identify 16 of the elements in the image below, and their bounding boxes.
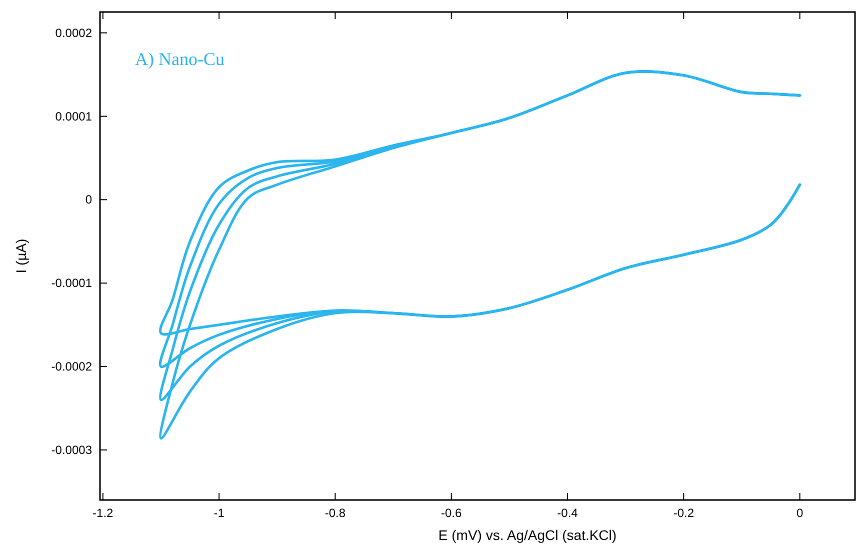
x-tick-label: 0 — [796, 506, 804, 520]
x-tick-label: -0.6 — [441, 506, 462, 520]
x-tick-label: -1 — [214, 506, 225, 520]
x-tick-label: -0.2 — [673, 506, 694, 520]
annotation: A) Nano-Cu — [135, 49, 224, 69]
x-tick-label: -0.8 — [324, 506, 346, 520]
x-axis-title: E (mV) vs. Ag/AgCl (sat.KCl) — [438, 527, 617, 543]
x-tick-label: -1.2 — [92, 506, 114, 520]
y-axis-title: I (µA) — [13, 238, 29, 274]
y-tick-label: 0.0001 — [55, 109, 92, 124]
y-tick-label: 0 — [85, 192, 92, 207]
y-tick-label: -0.0002 — [51, 360, 92, 374]
y-tick-label: 0.0002 — [55, 26, 92, 40]
y-tick-label: -0.0003 — [51, 442, 92, 457]
x-tick-label: -0.4 — [557, 506, 578, 520]
y-tick-label: -0.0001 — [51, 276, 92, 290]
